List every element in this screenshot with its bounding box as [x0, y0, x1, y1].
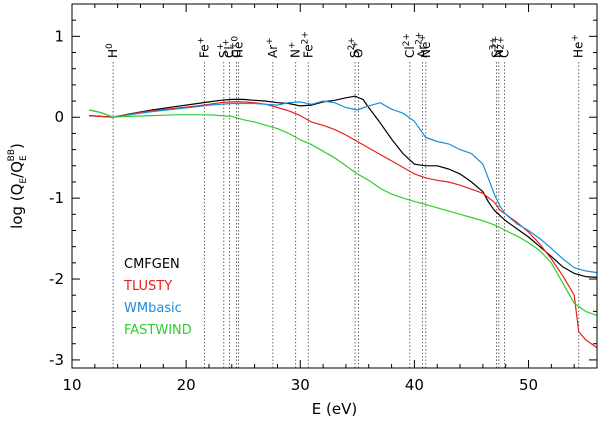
plot-frame — [71, 3, 598, 369]
ion-label-charge: 2+ — [347, 37, 357, 50]
ion-label: Ar+ — [265, 37, 280, 58]
legend-entry-tlusty: TLUSTY — [123, 279, 172, 294]
x-tick-label: 10 — [62, 376, 81, 394]
ion-label-element: Ar — [266, 45, 280, 58]
ion-label-charge: 2+ — [300, 31, 310, 44]
ion-label-element: H — [106, 49, 120, 58]
ion-label: C+ — [228, 42, 243, 58]
ion-label-element: Ar — [415, 45, 429, 58]
y-axis-title-main: log (Q — [8, 184, 26, 229]
ion-label-element: S — [217, 50, 231, 58]
ion-label: He0 — [231, 36, 246, 58]
y-axis-title-mid: /Q — [8, 161, 26, 178]
ion-label-element: N — [289, 49, 303, 58]
y-axis-title-end: ) — [8, 143, 26, 149]
y-tick-label: -1 — [49, 189, 64, 207]
ion-label-element: He — [572, 42, 586, 58]
ion-label-element: Cl — [403, 46, 417, 58]
x-tick-label: 30 — [291, 376, 310, 394]
x-tick-label: 20 — [177, 376, 196, 394]
ion-label: He+ — [571, 34, 586, 58]
ion-label-element: S — [490, 50, 504, 58]
ion-label: N2+ — [491, 36, 506, 58]
ion-label-element: C — [229, 50, 243, 58]
y-tick-label: -3 — [49, 351, 64, 369]
ion-label-charge: + — [222, 39, 232, 47]
y-axis-title-sup: BB — [7, 149, 17, 161]
ion-label-element: Fe — [301, 44, 315, 58]
legend: CMFGEN TLUSTY WMbasic FASTWIND — [123, 257, 192, 338]
ion-label: S3+ — [489, 37, 504, 58]
y-tick-label: -2 — [49, 270, 64, 288]
legend-entry-wmbasic: WMbasic — [124, 301, 182, 316]
ion-label-charge: 0 — [105, 43, 115, 49]
ion-label-element: N — [492, 49, 506, 58]
ion-label-charge: 3+ — [489, 37, 499, 50]
x-tick-label: 50 — [519, 376, 538, 394]
ion-label-charge: 2+ — [414, 32, 424, 45]
ion-label-element: O — [351, 49, 365, 58]
ion-label-charge: 0 — [231, 36, 241, 42]
ion-label-element: Ne — [419, 42, 433, 58]
series-line-cmfgen — [89, 95, 598, 278]
series-line-tlusty — [89, 101, 598, 349]
ion-label: Fe+ — [196, 37, 211, 58]
ion-label-element: He — [232, 42, 246, 58]
ion-label: C2+ — [497, 36, 512, 58]
y-tick-label: 1 — [54, 27, 64, 45]
ion-label-charge: + — [216, 43, 226, 51]
ion-label: Cl2+ — [402, 33, 417, 58]
y-tick-label: 0 — [54, 108, 64, 126]
x-axis-title: E (eV) — [312, 400, 357, 418]
ion-label-charge: + — [571, 34, 581, 42]
series-lines — [88, 95, 598, 349]
ion-label: Cl+ — [222, 39, 237, 58]
ion-label: S2+ — [347, 37, 362, 58]
ion-label-charge: 2+ — [497, 36, 507, 49]
legend-entry-cmfgen: CMFGEN — [124, 257, 180, 272]
ion-label-element: Cl — [223, 46, 237, 58]
y-axis-title-sub1: E — [19, 178, 29, 184]
ion-label-charge: + — [418, 34, 428, 42]
ion-label-element: C — [498, 50, 512, 58]
y-axis-title-sub2: E — [19, 155, 29, 161]
ion-label-charge: + — [288, 41, 298, 49]
ion-label: N+ — [288, 41, 303, 58]
ion-label-element: S — [348, 50, 362, 58]
x-tick-label: 40 — [405, 376, 424, 394]
ion-label: Ar2+ — [414, 32, 429, 58]
ion-label-charge: + — [196, 37, 206, 45]
ion-label-charge: 2+ — [491, 36, 501, 49]
ion-label: Fe2+ — [300, 31, 315, 58]
ion-label: Ne+ — [418, 34, 433, 58]
ion-label: S+ — [216, 43, 231, 58]
ion-label-charge: + — [265, 37, 275, 45]
ion-label: O+ — [350, 41, 365, 58]
legend-entry-fastwind: FASTWIND — [124, 323, 192, 338]
ion-label-element: Fe — [197, 44, 211, 58]
ion-label-charge: 2+ — [402, 33, 412, 46]
y-axis-title: log (QE/QEBB) — [7, 143, 29, 229]
series-line-fastwind — [88, 109, 598, 316]
series-line-wmbasic — [88, 100, 598, 274]
ion-label-charge: + — [350, 41, 360, 49]
ion-label: H0 — [105, 43, 120, 58]
ion-label-charge: + — [228, 42, 238, 50]
